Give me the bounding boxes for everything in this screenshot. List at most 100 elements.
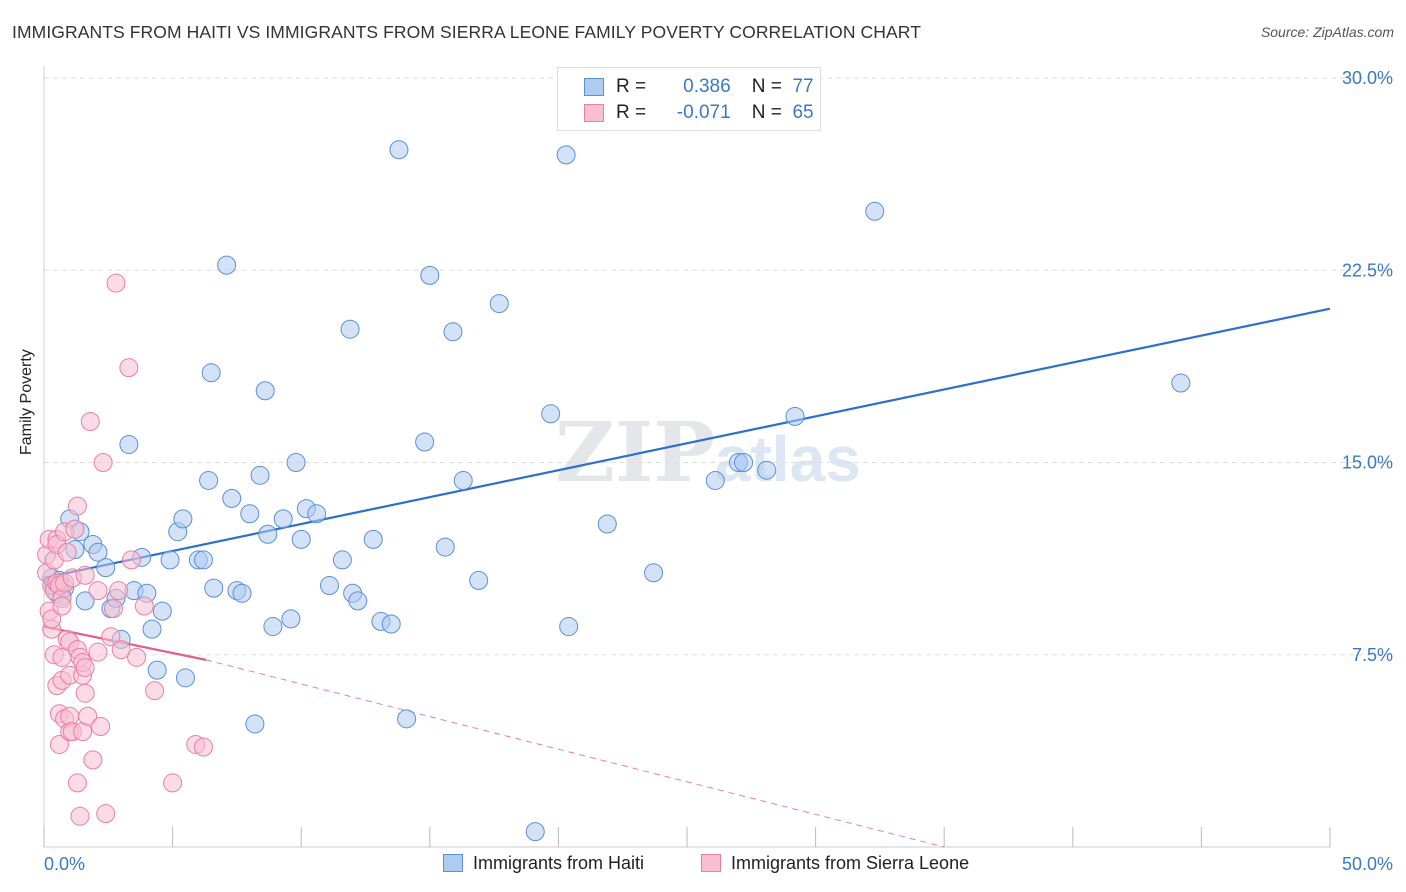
sierra-leone-point (75, 683, 95, 703)
sierra-leone-point (70, 806, 90, 826)
haiti-point (240, 504, 260, 524)
haiti-r-value: 0.386 (683, 76, 731, 97)
haiti-point (245, 714, 265, 734)
x-tick-label-max: 50.0% (1342, 854, 1393, 874)
bottom-sl-swatch (701, 854, 721, 872)
y-tick-label: 15.0% (1342, 453, 1393, 473)
y-axis-label: Family Poverty (18, 349, 35, 455)
y-tick-label: 22.5% (1342, 260, 1393, 280)
haiti-point (204, 578, 224, 598)
correlation-legend: R = 0.386 N = 77 R = -0.071 N = 65 (557, 67, 821, 131)
haiti-point (175, 668, 195, 688)
haiti-point (381, 614, 401, 634)
haiti-point (644, 563, 664, 583)
haiti-point (469, 570, 489, 590)
sierra-leone-point (67, 773, 87, 793)
zipatlas-watermark: ZIPatlas (555, 405, 861, 501)
bottom-legend-sierra-leone: Immigrants from Sierra Leone (701, 853, 969, 874)
haiti-point (443, 322, 463, 342)
sierra-leone-point (134, 596, 154, 616)
haiti-point (258, 524, 278, 544)
label-layer: 7.5% 15.0% 22.5% 30.0% 0.0% 50.0% (44, 68, 1393, 874)
haiti-point (757, 460, 777, 480)
watermark-zip: ZIP (555, 405, 715, 501)
haiti-point (291, 529, 311, 549)
haiti-point (705, 470, 725, 490)
sierra-leone-point (93, 453, 113, 472)
x-tick-label-min: 0.0% (44, 854, 85, 874)
bottom-haiti-label: Immigrants from Haiti (473, 853, 645, 873)
sierra-leone-point (80, 411, 100, 431)
haiti-point (453, 470, 473, 490)
sierra-leone-point (127, 647, 147, 667)
grid-layer (44, 77, 1392, 656)
haiti-point (160, 550, 180, 570)
haiti-point (88, 542, 108, 562)
y-tick-label: 30.0% (1342, 68, 1393, 88)
haiti-point (319, 576, 339, 596)
sierra-leone-point (67, 496, 87, 516)
sierra-leone-point (96, 804, 116, 824)
haiti-point (541, 404, 561, 424)
sierra-leone-point (111, 640, 131, 660)
haiti-point (332, 550, 352, 570)
haiti-point (435, 537, 455, 557)
haiti-point (340, 319, 360, 339)
sierra-leone-point (52, 596, 72, 616)
bottom-haiti-swatch (443, 854, 463, 872)
haiti-point (525, 822, 545, 842)
haiti-point (734, 453, 754, 472)
sierra-leone-point (75, 565, 95, 585)
haiti-point (489, 294, 509, 314)
points-layer (37, 140, 1191, 842)
haiti-point (420, 265, 440, 285)
haiti-point (75, 591, 95, 611)
sierra-leone-point (91, 717, 111, 737)
haiti-point (255, 381, 275, 401)
haiti-point (173, 509, 193, 529)
source-credit: Source: ZipAtlas.com (1260, 24, 1394, 40)
bottom-sl-label: Immigrants from Sierra Leone (731, 853, 970, 873)
haiti-trend-line (43, 307, 1331, 579)
sl-n-label: N = (751, 102, 782, 123)
sierra-leone-point (103, 599, 123, 619)
haiti-point (1171, 373, 1191, 393)
sierra-leone-point (101, 627, 121, 647)
sierra-leone-point (42, 609, 62, 629)
haiti-point (152, 601, 172, 621)
haiti-point (263, 617, 283, 637)
bottom-legend-haiti: Immigrants from Haiti (443, 853, 644, 874)
sierra-leone-point (193, 737, 213, 757)
sierra-leone-point (65, 519, 85, 539)
haiti-point (147, 660, 167, 680)
haiti-point (217, 255, 237, 275)
sierra-leone-point (106, 273, 126, 293)
sierra-leone-point (88, 642, 108, 662)
haiti-point (307, 504, 327, 524)
haiti-point (556, 145, 576, 165)
y-tick-label: 7.5% (1352, 645, 1393, 665)
haiti-point (222, 488, 242, 508)
haiti-point (865, 201, 885, 221)
sierra-leone-point (121, 550, 141, 570)
sierra-leone-swatch (584, 104, 604, 122)
haiti-point (142, 619, 162, 639)
haiti-point (201, 363, 221, 383)
sl-r-value: -0.071 (676, 102, 731, 123)
sierra-leone-point (83, 750, 103, 770)
haiti-point (273, 509, 293, 529)
trend-layer (43, 307, 1331, 848)
haiti-point (597, 514, 617, 534)
sl-n-value: 65 (792, 102, 814, 123)
haiti-point (96, 558, 116, 578)
haiti-point (415, 432, 435, 452)
sierra-leone-point (88, 581, 108, 601)
sierra-leone-point (109, 581, 129, 601)
sierra-leone-point (163, 773, 183, 793)
haiti-point (193, 550, 213, 570)
sierra-leone-point (49, 734, 69, 754)
sierra-leone-point (145, 681, 165, 701)
haiti-point (281, 609, 301, 629)
sierra-leone-point (75, 658, 95, 678)
